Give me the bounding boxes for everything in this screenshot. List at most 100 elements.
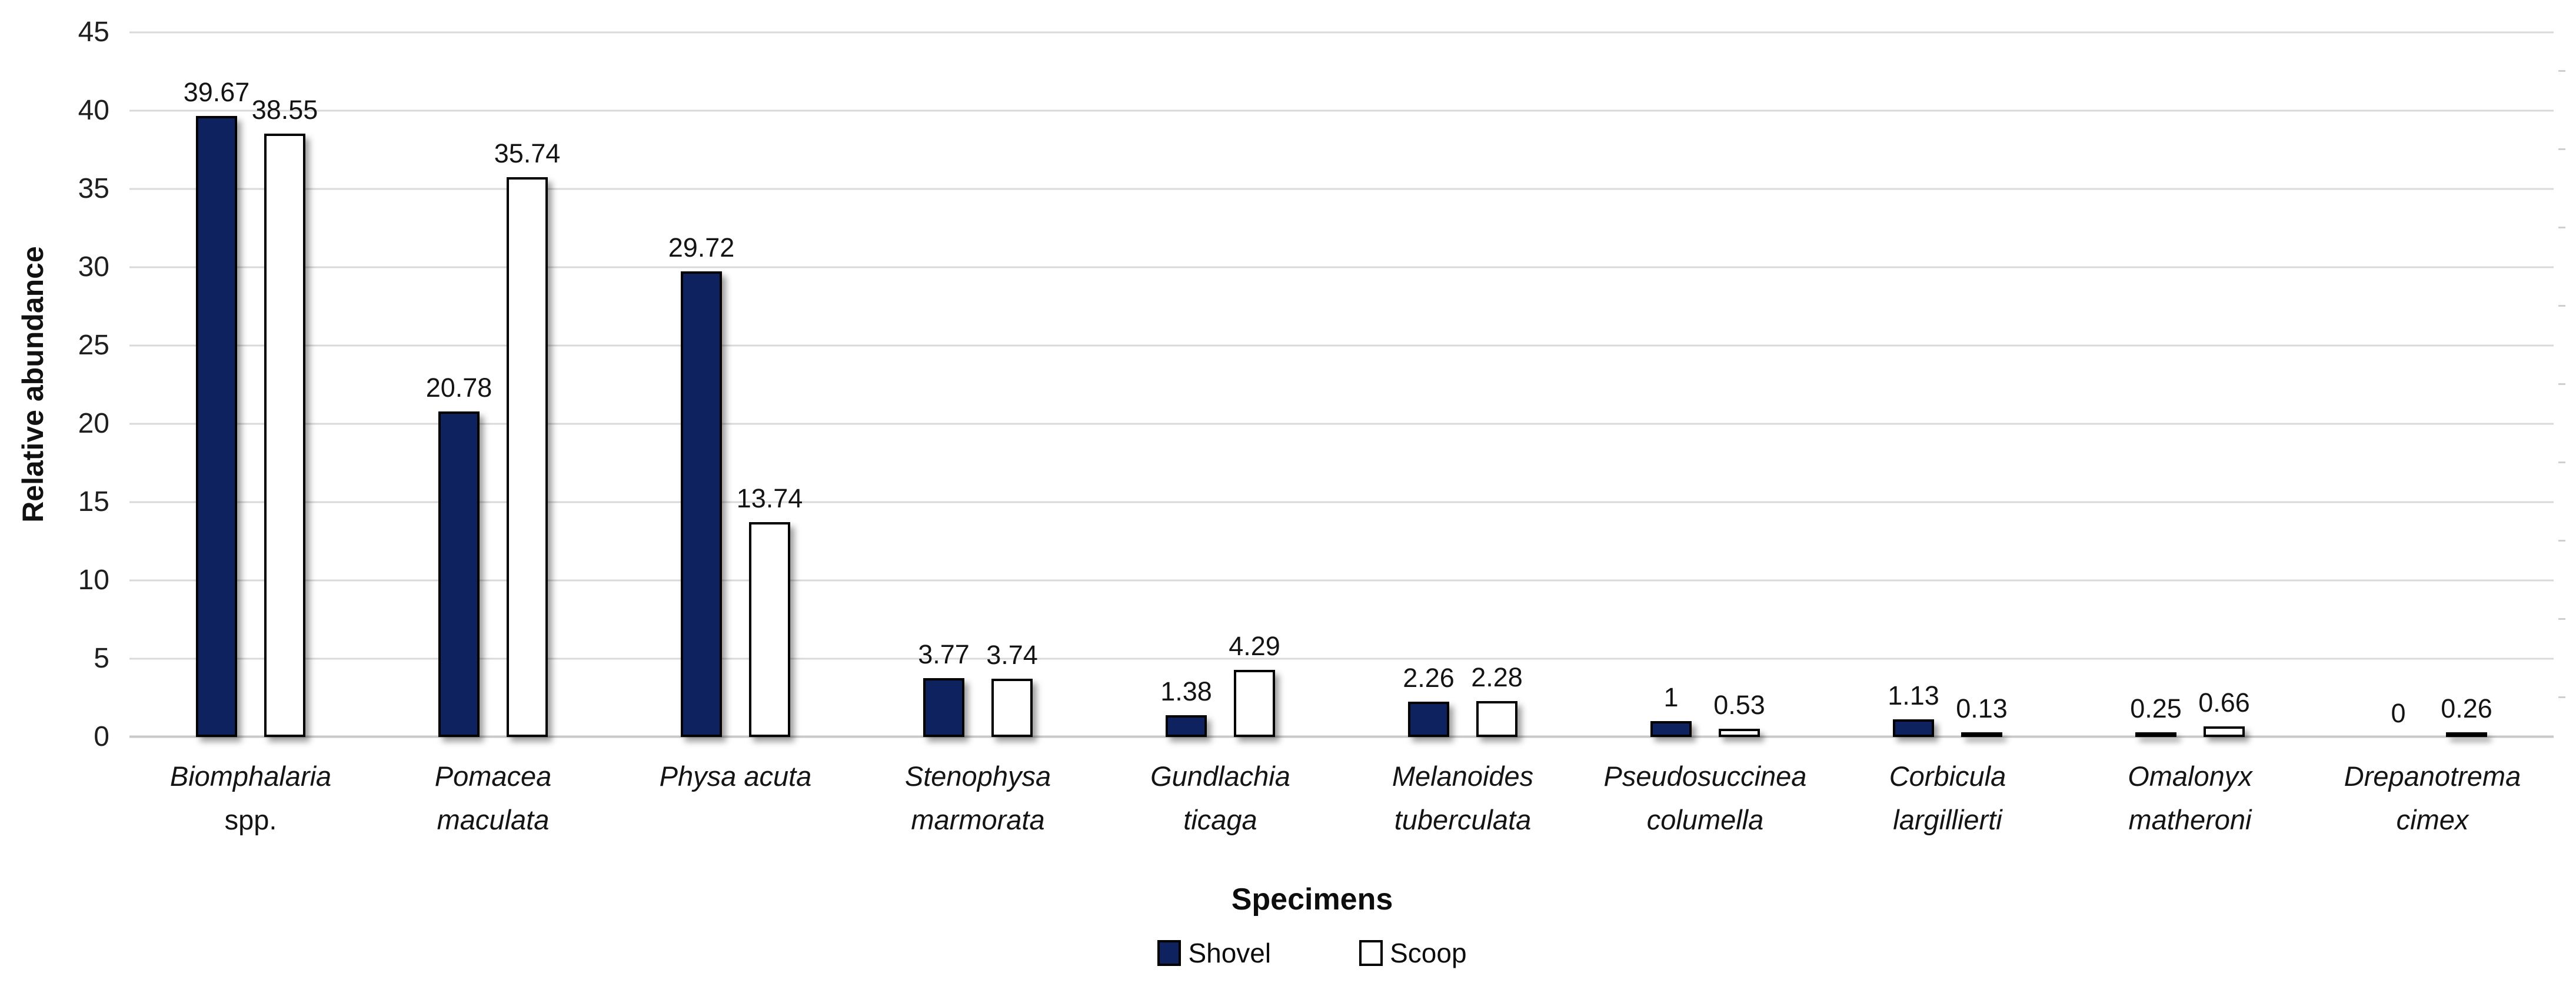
bars-row: 39.67 38.55 20.78 35.74 29.72 13.74 3.77 3.74 1.… [129, 32, 2554, 737]
category-group-omalonyx-matheroni: 0.25 0.66 [2069, 32, 2311, 737]
category-label-physa-acuta: Physa acuta [614, 755, 857, 842]
bar-shovel-physa-acuta [681, 271, 722, 737]
bar-scoop-melanoides-tuberculata [1476, 701, 1517, 737]
bar-unit-scoop-physa-acuta: 13.74 [737, 32, 803, 737]
bar-scoop-biomphalaria-spp- [264, 133, 305, 737]
gridline-10 [129, 579, 2554, 582]
bar-value-label: 1 [1663, 682, 1679, 713]
category-group-stenophysa-marmorata: 3.77 3.74 [857, 32, 1099, 737]
category-label-line: Drepanotrema [2344, 761, 2521, 792]
y-tick-label-5: 5 [94, 643, 109, 675]
category-label-pomacea-maculata: Pomacea maculata [372, 755, 614, 842]
category-label-line: spp. [224, 804, 277, 835]
bar-unit-shovel-physa-acuta: 29.72 [668, 32, 734, 737]
bar-value-label: 1.38 [1160, 676, 1212, 707]
bar-shovel-stenophysa-marmorata [923, 678, 964, 737]
bar-unit-scoop-stenophysa-marmorata: 3.74 [986, 32, 1038, 737]
y-minor-tick [2558, 696, 2565, 698]
bar-unit-shovel-omalonyx-matheroni: 0.25 [2130, 32, 2182, 737]
legend-item-shovel: Shovel [1157, 937, 1271, 969]
bar-unit-shovel-melanoides-tuberculata: 2.26 [1403, 32, 1455, 737]
bar-value-label: 13.74 [736, 483, 803, 513]
category-label-line: Biomphalaria [169, 761, 332, 792]
bar-scoop-drepanotrema-cimex [2446, 732, 2487, 737]
legend-swatch-scoop [1359, 940, 1383, 966]
bar-value-label: 29.72 [668, 233, 735, 263]
gridline-5 [129, 658, 2554, 660]
y-tick-label-0: 0 [94, 721, 109, 752]
category-label-drepanotrema-cimex: Drepanotrema cimex [2311, 755, 2554, 842]
bar-scoop-corbicula-largillierti [1961, 732, 2002, 737]
bar-value-label: 0.25 [2130, 693, 2182, 723]
category-label-line: tuberculata [1394, 804, 1532, 835]
bar-value-label: 20.78 [425, 373, 492, 403]
category-group-drepanotrema-cimex: 0 0.26 [2311, 32, 2554, 737]
bar-unit-scoop-gundlachia-ticaga: 4.29 [1229, 32, 1280, 737]
category-label-line: Pseudosuccinea [1603, 761, 1807, 792]
plot-area: 39.67 38.55 20.78 35.74 29.72 13.74 3.77 3.74 1.… [129, 31, 2565, 738]
bar-value-label: 0.26 [2441, 693, 2492, 723]
category-label-line: marmorata [911, 804, 1045, 835]
category-label-line: Physa acuta [659, 761, 812, 792]
bar-unit-shovel-biomphalaria-spp-: 39.67 [184, 32, 249, 737]
category-label-line: Gundlachia [1150, 761, 1290, 792]
y-minor-tick [2558, 539, 2565, 542]
bar-scoop-pseudosuccinea-columella [1719, 728, 1760, 737]
y-tick-label-30: 30 [78, 251, 109, 283]
bar-value-label: 0.53 [1713, 689, 1765, 720]
category-label-line: maculata [437, 804, 550, 835]
y-tick-label-15: 15 [78, 486, 109, 517]
y-minor-tick [2558, 69, 2565, 72]
category-label-line: ticaga [1183, 804, 1257, 835]
bar-value-label: 3.77 [918, 639, 970, 669]
y-tick-label-20: 20 [78, 408, 109, 440]
category-group-corbicula-largillierti: 1.13 0.13 [1826, 32, 2069, 737]
category-label-melanoides-tuberculata: Melanoides tuberculata [1342, 755, 1584, 842]
bar-scoop-gundlachia-ticaga [1234, 669, 1275, 737]
category-label-line: Melanoides [1392, 761, 1534, 792]
bar-unit-shovel-drepanotrema-cimex: 0 [2378, 32, 2419, 737]
category-group-pseudosuccinea-columella: 1 0.53 [1584, 32, 1826, 737]
bar-unit-scoop-drepanotrema-cimex: 0.26 [2441, 32, 2492, 737]
bar-unit-scoop-biomphalaria-spp-: 38.55 [252, 32, 318, 737]
category-label-pseudosuccinea-columella: Pseudosuccinea columella [1584, 755, 1826, 842]
bar-value-label: 39.67 [183, 77, 250, 107]
bar-unit-shovel-pomacea-maculata: 20.78 [426, 32, 492, 737]
bar-unit-scoop-pseudosuccinea-columella: 0.53 [1713, 32, 1765, 737]
bar-shovel-gundlachia-ticaga [1166, 715, 1207, 737]
gridline-15 [129, 501, 2554, 503]
bar-value-label: 4.29 [1229, 630, 1280, 661]
bar-unit-shovel-corbicula-largillierti: 1.13 [1888, 32, 1939, 737]
legend-label-shovel: Shovel [1188, 938, 1272, 968]
category-group-physa-acuta: 29.72 13.74 [614, 32, 857, 737]
category-label-omalonyx-matheroni: Omalonyx matheroni [2069, 755, 2311, 842]
y-minor-tick [2558, 226, 2565, 228]
bar-value-label: 0.66 [2198, 688, 2250, 718]
bar-scoop-omalonyx-matheroni [2204, 726, 2245, 737]
bar-value-label: 35.74 [494, 138, 561, 169]
category-label-line [614, 798, 857, 842]
bar-scoop-pomacea-maculata [507, 177, 548, 737]
category-label-line: matheroni [2128, 804, 2252, 835]
category-label-gundlachia-ticaga: Gundlachia ticaga [1099, 755, 1342, 842]
category-group-pomacea-maculata: 20.78 35.74 [372, 32, 614, 737]
y-minor-tick [2558, 617, 2565, 620]
bar-shovel-corbicula-largillierti [1893, 719, 1934, 737]
legend-item-scoop: Scoop [1359, 937, 1467, 969]
bar-unit-scoop-pomacea-maculata: 35.74 [494, 32, 560, 737]
category-label-line: Stenophysa [904, 761, 1051, 792]
gridline-30 [129, 266, 2554, 268]
category-label-corbicula-largillierti: Corbicula largillierti [1826, 755, 2069, 842]
bar-shovel-biomphalaria-spp- [196, 115, 237, 737]
legend-swatch-shovel [1157, 940, 1182, 966]
y-minor-tick [2558, 148, 2565, 150]
category-group-biomphalaria-spp-: 39.67 38.55 [129, 32, 372, 737]
bar-unit-shovel-pseudosuccinea-columella: 1 [1650, 32, 1692, 737]
bar-unit-scoop-omalonyx-matheroni: 0.66 [2198, 32, 2250, 737]
category-label-line: Omalonyx [2128, 761, 2252, 792]
bar-value-label: 1.13 [1888, 680, 1939, 711]
bar-scoop-stenophysa-marmorata [991, 678, 1033, 737]
category-group-gundlachia-ticaga: 1.38 4.29 [1099, 32, 1342, 737]
y-tick-label-10: 10 [78, 565, 109, 596]
bar-value-label: 0.13 [1956, 693, 2008, 723]
